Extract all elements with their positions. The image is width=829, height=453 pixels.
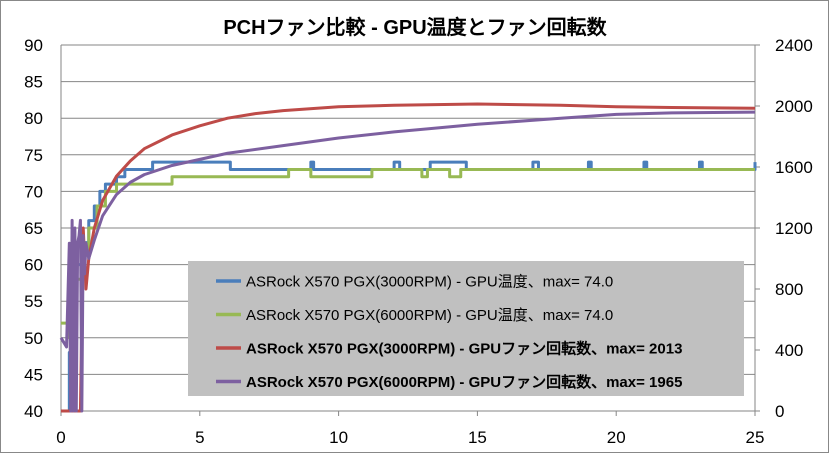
y2-tick-label: 1200 <box>775 219 813 238</box>
y2-tick-label: 2000 <box>775 97 813 116</box>
x-tick-label: 5 <box>195 428 204 447</box>
y-tick-label: 60 <box>24 256 43 275</box>
y-tick-label: 40 <box>24 402 43 421</box>
x-tick-label: 15 <box>468 428 487 447</box>
y2-tick-label: 400 <box>775 341 803 360</box>
y2-tick-label: 1600 <box>775 158 813 177</box>
y2-tick-label: 800 <box>775 280 803 299</box>
y-tick-label: 55 <box>24 292 43 311</box>
y2-tick-label: 0 <box>775 402 784 421</box>
x-tick-label: 20 <box>607 428 626 447</box>
y-tick-label: 45 <box>24 365 43 384</box>
legend-label: ASRock X570 PGX(6000RPM) - GPU温度、max= 74… <box>246 307 613 324</box>
y-tick-label: 65 <box>24 219 43 238</box>
y-tick-label: 80 <box>24 109 43 128</box>
chart-title: PCHファン比較 - GPU温度とファン回転数 <box>223 15 607 39</box>
series-line-3 <box>59 110 756 413</box>
y-tick-label: 50 <box>24 329 43 348</box>
legend-label: ASRock X570 PGX(6000RPM) - GPUファン回転数、max… <box>246 373 682 391</box>
x-tick-label: 10 <box>329 428 348 447</box>
legend-label: ASRock X570 PGX(3000RPM) - GPUファン回転数、max… <box>246 340 682 358</box>
y-tick-label: 85 <box>24 73 43 92</box>
legend-box <box>188 261 744 396</box>
y2-tick-label: 2400 <box>775 36 813 55</box>
y-tick-label: 75 <box>24 146 43 165</box>
x-tick-label: 0 <box>56 428 65 447</box>
x-tick-label: 25 <box>746 428 765 447</box>
y-tick-label: 90 <box>24 36 43 55</box>
y-tick-label: 70 <box>24 182 43 201</box>
legend-label: ASRock X570 PGX(3000RPM) - GPU温度、max= 74… <box>246 274 613 291</box>
